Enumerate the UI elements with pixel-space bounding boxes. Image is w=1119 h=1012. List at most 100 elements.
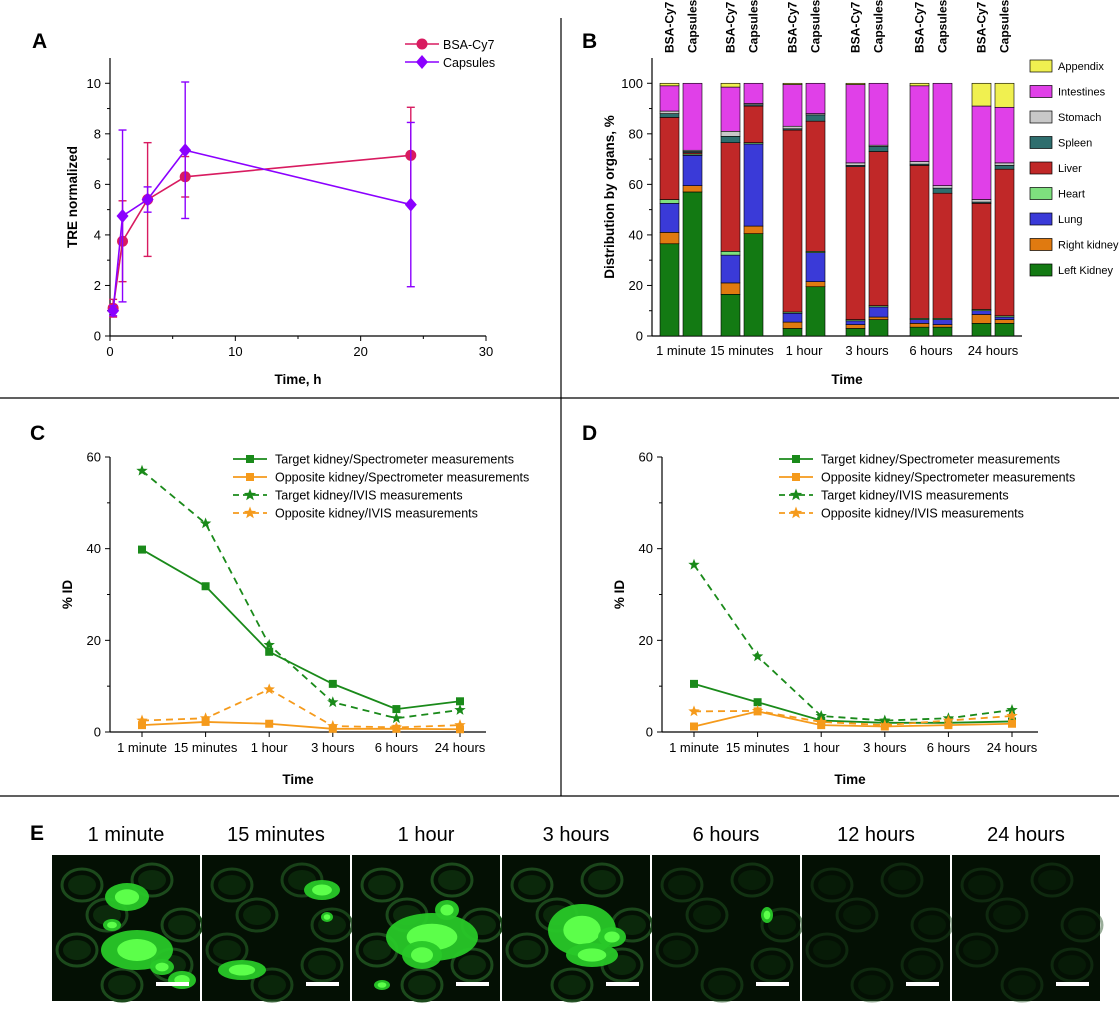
y-tick-label: 20	[87, 633, 101, 648]
microscopy-image	[802, 855, 950, 1001]
x-tick-label: 1 hour	[803, 740, 841, 755]
bar-segment-spleen	[720, 136, 741, 143]
tubule-fill	[68, 875, 96, 895]
data-point-square	[328, 679, 337, 688]
bar-segment-left-kidney	[932, 326, 953, 337]
tubule-fill	[513, 940, 541, 960]
bar-segment-liver	[743, 105, 764, 143]
bar-segment-lung	[805, 252, 826, 282]
bar-label: BSA-Cy7	[975, 1, 989, 53]
tubule-outline	[985, 897, 1029, 933]
scale-bar	[1056, 982, 1089, 986]
bar-segment-spleen	[659, 113, 680, 118]
y-tick-label: 4	[94, 227, 101, 242]
tubule-fill	[138, 870, 166, 890]
bar-segment-stomach	[659, 110, 680, 114]
tubule-fill	[813, 940, 841, 960]
bar-segment-intestines	[909, 85, 930, 162]
legend-swatch	[1029, 263, 1053, 277]
legend-swatch	[1029, 85, 1053, 98]
legend-label: Target kidney/Spectrometer measurements	[821, 453, 1060, 467]
bar-segment-right-kidney	[932, 324, 953, 328]
tubule-outline	[430, 862, 474, 898]
tubule-outline	[850, 967, 894, 1003]
legend-label: Stomach	[1058, 112, 1101, 124]
bar-segment-liver	[720, 142, 741, 252]
legend-marker	[789, 488, 803, 501]
legend-marker	[789, 506, 803, 519]
y-tick-label: 20	[639, 633, 653, 648]
bar-segment-spleen	[932, 187, 953, 194]
bar-segment-left-kidney	[805, 286, 826, 337]
bar-segment-appendix	[659, 82, 680, 87]
series-line-1	[112, 149, 411, 311]
data-point-square	[817, 721, 826, 730]
x-axis-title: Time	[282, 772, 314, 787]
x-tick-label: 1 hour	[251, 740, 289, 755]
tubule-fill	[458, 955, 486, 975]
tubule-outline	[250, 967, 294, 1003]
microscopy-title: 3 hours	[543, 824, 610, 846]
bar-segment-stomach	[720, 130, 741, 137]
bar-segment-left-kidney	[909, 326, 930, 337]
data-point-capsules	[116, 208, 129, 223]
y-tick-label: 40	[629, 227, 643, 242]
bar-label: BSA-Cy7	[913, 1, 927, 53]
tubule-fill	[918, 915, 946, 935]
tubule-outline	[300, 947, 344, 983]
x-tick-label: 15 minutes	[726, 740, 790, 755]
legend-swatch	[1029, 212, 1053, 226]
legend-swatch	[1029, 238, 1053, 251]
tubule-outline	[900, 947, 944, 983]
x-tick-label: 15 minutes	[174, 740, 238, 755]
tubule-fill	[693, 905, 721, 925]
x-tick-label: 3 hours	[863, 740, 907, 755]
tubule-fill	[368, 875, 396, 895]
tubule-fill	[213, 940, 241, 960]
legend-label: Lung	[1058, 214, 1082, 226]
tubule-outline	[955, 932, 999, 968]
legend-label: Right kidney	[1058, 240, 1119, 252]
group-label: 24 hours	[968, 343, 1019, 358]
bar-segment-left-kidney	[845, 328, 866, 337]
tubule-outline	[580, 862, 624, 898]
tubule-fill	[168, 915, 196, 935]
panel-letter-a: A	[32, 30, 47, 53]
panel-letter-d: D	[582, 422, 597, 445]
tubule-outline	[700, 967, 744, 1003]
scale-bar	[756, 982, 789, 986]
data-point-star	[390, 712, 403, 724]
tubule-fill	[768, 915, 796, 935]
data-point-star	[688, 705, 700, 717]
group-label: 15 minutes	[710, 343, 774, 358]
fluorescent-core	[763, 910, 771, 920]
tubule-outline	[130, 862, 174, 898]
data-point-star	[263, 683, 275, 695]
x-axis-title: Time, h	[274, 372, 321, 387]
data-point-capsules	[107, 303, 120, 318]
tubule-fill	[663, 940, 691, 960]
legend-label: BSA-Cy7	[443, 38, 494, 52]
data-point-square	[944, 721, 953, 730]
tubule-fill	[218, 875, 246, 895]
series-line-3	[141, 688, 461, 729]
data-point-star	[942, 714, 955, 726]
data-point-square	[690, 722, 698, 731]
bar-segment-right-kidney	[971, 314, 992, 324]
bar-segment-liver	[909, 165, 930, 319]
tubule-outline	[660, 867, 704, 903]
data-point-star	[327, 696, 339, 708]
tubule-outline	[655, 932, 699, 968]
tubule-fill	[108, 975, 136, 995]
fluorescent-core	[604, 931, 620, 943]
bar-segment-stomach	[971, 199, 992, 203]
bar-segment-left-kidney	[994, 323, 1015, 337]
legend-marker	[792, 455, 800, 463]
fluorescent-core	[228, 964, 256, 976]
y-tick-label: 10	[87, 76, 101, 91]
microscopy-title: 24 hours	[987, 824, 1065, 846]
data-point-star	[454, 704, 466, 715]
y-tick-label: 60	[629, 177, 643, 192]
bar-segment-liver	[932, 192, 953, 319]
legend-marker	[243, 488, 257, 501]
